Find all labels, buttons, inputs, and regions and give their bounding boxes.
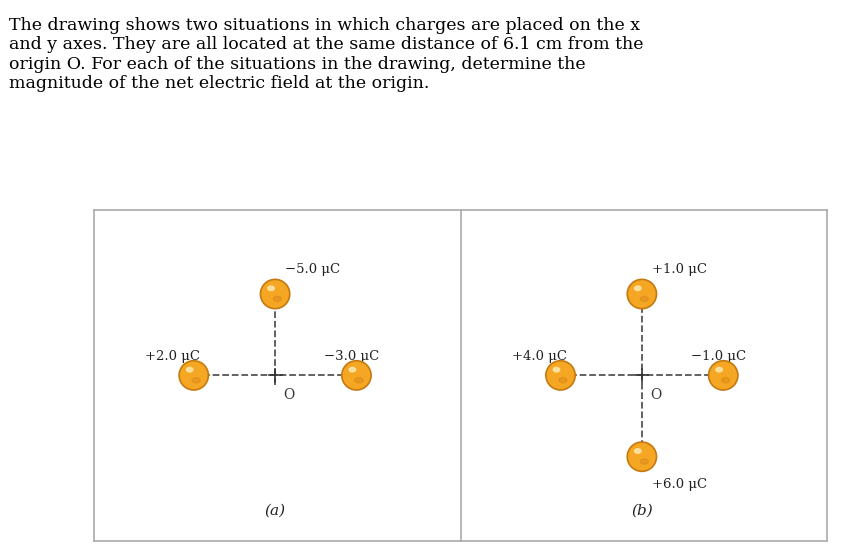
- Circle shape: [342, 360, 371, 390]
- Text: −1.0 μC: −1.0 μC: [690, 350, 745, 363]
- Ellipse shape: [715, 368, 722, 372]
- Text: +1.0 μC: +1.0 μC: [651, 263, 705, 276]
- Text: (b): (b): [630, 504, 652, 518]
- Ellipse shape: [192, 378, 200, 383]
- Circle shape: [708, 360, 737, 390]
- Ellipse shape: [268, 286, 274, 290]
- Text: −5.0 μC: −5.0 μC: [285, 263, 340, 276]
- Text: −3.0 μC: −3.0 μC: [324, 350, 378, 363]
- Text: O: O: [649, 388, 660, 401]
- Ellipse shape: [348, 368, 355, 372]
- Ellipse shape: [558, 378, 567, 383]
- Ellipse shape: [273, 296, 281, 301]
- Text: (a): (a): [264, 504, 285, 518]
- Text: +6.0 μC: +6.0 μC: [651, 478, 706, 491]
- Circle shape: [626, 442, 656, 471]
- Circle shape: [260, 279, 290, 309]
- Ellipse shape: [640, 459, 648, 464]
- Ellipse shape: [721, 378, 728, 383]
- Circle shape: [545, 360, 574, 390]
- Text: +4.0 μC: +4.0 μC: [511, 350, 566, 363]
- Ellipse shape: [354, 378, 362, 383]
- Ellipse shape: [553, 368, 559, 372]
- Text: +2.0 μC: +2.0 μC: [145, 350, 199, 363]
- Ellipse shape: [640, 296, 648, 301]
- Ellipse shape: [634, 449, 641, 453]
- Text: O: O: [283, 388, 294, 401]
- Text: The drawing shows two situations in which charges are placed on the x
and y axes: The drawing shows two situations in whic…: [9, 17, 642, 92]
- Ellipse shape: [187, 368, 193, 372]
- Ellipse shape: [634, 286, 641, 290]
- Circle shape: [626, 279, 656, 309]
- Circle shape: [179, 360, 208, 390]
